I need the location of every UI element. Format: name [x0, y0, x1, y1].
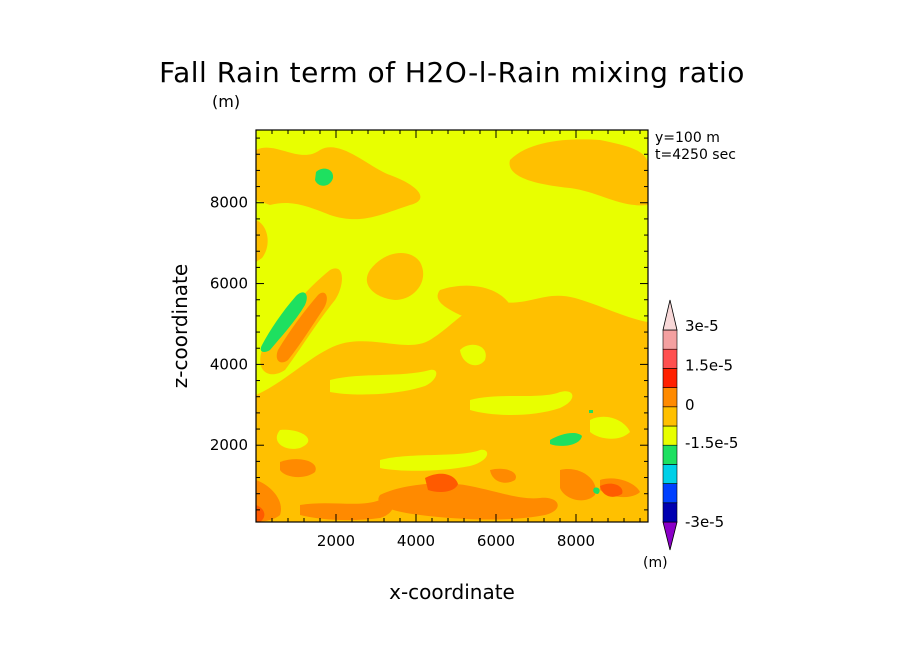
core-3 [256, 505, 265, 522]
colorbar-label: 1.5e-5 [685, 356, 733, 374]
colorbar-label: 3e-5 [685, 317, 719, 335]
y-tick-label: 8000 [210, 194, 248, 212]
y-tick-label: 2000 [210, 436, 248, 454]
colorbar-max-triangle [662, 299, 678, 331]
colorbar-swatch [662, 368, 678, 388]
yellow-streak-2 [470, 391, 573, 415]
yellow-streak-4 [380, 449, 488, 471]
core-1 [425, 473, 458, 492]
axes: 2000 4000 6000 8000 2000 4000 6000 8000 [210, 130, 648, 550]
green-patch-top [315, 168, 334, 186]
center-patch-region [437, 285, 510, 319]
green-patch-small-2 [593, 487, 600, 494]
level-green-regions [260, 168, 600, 494]
colorbar-min-triangle [662, 521, 678, 551]
y-position-label: y=100 m [655, 130, 720, 146]
lower-band-3 [560, 469, 596, 501]
lower-band-1 [300, 498, 394, 521]
x-tick-label: 2000 [317, 532, 355, 550]
colorbar-label: 0 [685, 396, 695, 414]
lower-layer-region [256, 295, 648, 522]
x-tick-label: 8000 [557, 532, 595, 550]
lower-band-7 [490, 468, 516, 483]
lower-band-2 [378, 483, 558, 520]
title-units: (m) [212, 92, 241, 111]
colorbar-swatch [662, 406, 678, 427]
mid-blob-region [366, 252, 424, 300]
colorbar-label: -3e-5 [685, 513, 724, 531]
chart-title: Fall Rain term of H2O-l-Rain mixing rati… [159, 56, 745, 89]
yellow-streaks [276, 344, 630, 471]
x-tick-label: 4000 [397, 532, 435, 550]
info-box: y=100 m t=4250 sec [655, 130, 736, 164]
yellow-streak-1 [330, 369, 437, 395]
level-red-orange-regions [256, 473, 623, 522]
yellow-streak-5 [590, 416, 630, 439]
left-diagonal-band [276, 292, 327, 363]
lower-band-5 [280, 459, 316, 478]
y-tick-label: 6000 [210, 275, 248, 293]
colorbar-units: (m) [643, 555, 668, 571]
green-patch-small-1 [589, 410, 593, 413]
x-axis-label: x-coordinate [389, 580, 515, 604]
colorbar-swatch [662, 348, 678, 369]
green-patch-right [550, 433, 582, 446]
time-label: t=4250 sec [655, 147, 736, 163]
x-tick-label: 6000 [477, 532, 515, 550]
y-tick-label: 4000 [210, 355, 248, 373]
colorbar-swatch [662, 387, 678, 408]
plot-frame [255, 129, 649, 523]
colorbar: 3e-5 1.5e-5 0 -1.5e-5 -3e-5 [662, 299, 738, 551]
colorbar-swatch [662, 483, 678, 504]
top-right-region [509, 139, 648, 206]
yellow-streak-6 [460, 344, 486, 366]
core-2 [600, 483, 623, 497]
colorbar-label: -1.5e-5 [685, 434, 738, 452]
yellow-streak-3 [276, 429, 309, 449]
colorbar-swatch [662, 329, 678, 350]
contour-field [256, 130, 648, 522]
green-patch-left [260, 292, 307, 353]
colorbar-swatch [662, 464, 678, 484]
upper-left-region [256, 147, 421, 220]
right-mid-region [588, 324, 642, 369]
colorbar-swatch [662, 444, 678, 465]
colorbar-swatch [662, 502, 678, 523]
colorbar-swatch [662, 425, 678, 446]
